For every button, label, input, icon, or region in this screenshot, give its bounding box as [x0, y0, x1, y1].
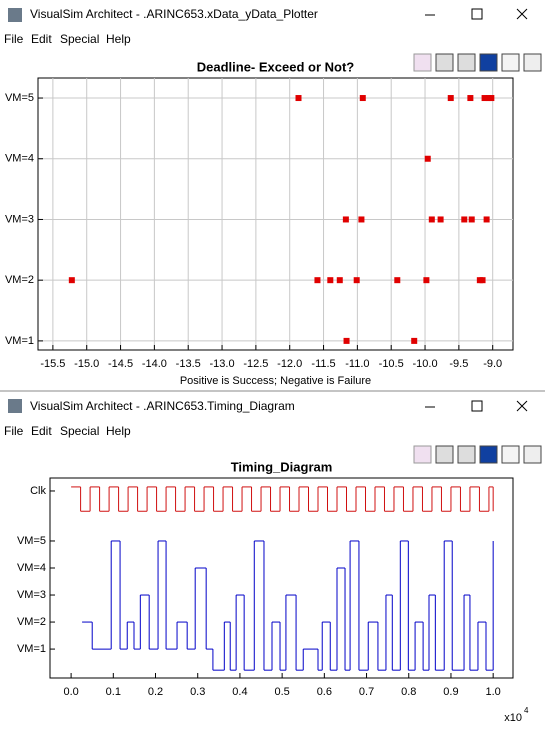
- x-tick-label: -10.5: [379, 358, 404, 370]
- y-tick-label: VM=3: [17, 589, 46, 601]
- chart-title: Deadline- Exceed or Not?: [197, 59, 355, 74]
- point: [424, 155, 431, 162]
- x-axis-label: Positive is Success; Negative is Failure: [180, 375, 371, 387]
- x-tick-label: -15.0: [74, 358, 99, 370]
- point: [327, 277, 334, 284]
- x-tick-label: 0.1: [106, 686, 121, 698]
- point: [479, 277, 486, 284]
- menu-item[interactable]: Edit: [31, 32, 52, 46]
- y-tick-label: Clk: [30, 485, 46, 497]
- app-icon: [8, 399, 22, 413]
- x-tick-label: 0.9: [443, 686, 458, 698]
- x-tick-label: 0.4: [232, 686, 247, 698]
- x-tick-label: 0.8: [401, 686, 416, 698]
- point: [314, 277, 321, 284]
- close-button[interactable]: [516, 400, 528, 412]
- point: [394, 277, 401, 284]
- toolbar-button[interactable]: [435, 445, 454, 464]
- x-tick-label: -13.0: [210, 358, 235, 370]
- x-tick-label: -14.0: [142, 358, 167, 370]
- x-tick-label: -9.5: [449, 358, 468, 370]
- y-tick-label: VM=1: [17, 643, 46, 655]
- window-title: VisualSim Architect - .ARINC653.xData_yD…: [30, 7, 318, 21]
- point: [467, 95, 474, 102]
- toolbar: [413, 53, 542, 72]
- y-tick-label: VM=3: [5, 213, 34, 225]
- chart-title: Timing_Diagram: [231, 459, 333, 474]
- point: [353, 277, 360, 284]
- maximize-button[interactable]: [471, 400, 483, 412]
- toolbar-button[interactable]: [413, 53, 432, 72]
- x-tick-label: -14.5: [108, 358, 133, 370]
- toolbar-button[interactable]: [457, 53, 476, 72]
- y-tick-label: VM=4: [5, 153, 34, 165]
- point: [359, 95, 366, 102]
- x-tick-label: 0.0: [63, 686, 78, 698]
- toolbar-button[interactable]: [435, 53, 454, 72]
- x-multiplier-exponent: 4: [524, 706, 529, 715]
- point: [68, 277, 75, 284]
- app-icon: [8, 8, 22, 22]
- y-tick-label: VM=1: [5, 335, 34, 347]
- point: [483, 216, 490, 223]
- toolbar-button[interactable]: [413, 445, 432, 464]
- point: [468, 216, 475, 223]
- y-tick-label: VM=4: [17, 562, 46, 574]
- point: [411, 337, 418, 344]
- toolbar-button[interactable]: [523, 53, 542, 72]
- menu-item[interactable]: File: [4, 32, 24, 46]
- point: [358, 216, 365, 223]
- plot-area: [37, 77, 514, 351]
- x-tick-label: -13.5: [176, 358, 201, 370]
- point: [447, 95, 454, 102]
- toolbar-button[interactable]: [479, 445, 498, 464]
- x-tick-label: 1.0: [486, 686, 501, 698]
- x-tick-label: -12.5: [243, 358, 268, 370]
- x-multiplier: x10: [504, 712, 522, 724]
- point: [428, 216, 435, 223]
- point: [343, 337, 350, 344]
- x-tick-label: -11.5: [311, 358, 335, 370]
- toolbar-button[interactable]: [457, 445, 476, 464]
- point: [461, 216, 468, 223]
- x-tick-label: -10.0: [412, 358, 437, 370]
- point: [295, 95, 302, 102]
- x-tick-label: 0.6: [317, 686, 332, 698]
- x-tick-label: -11.0: [345, 358, 369, 370]
- toolbar-button[interactable]: [501, 53, 520, 72]
- point: [342, 216, 349, 223]
- point: [423, 277, 430, 284]
- x-tick-label: 0.3: [190, 686, 205, 698]
- toolbar-button[interactable]: [479, 53, 498, 72]
- plot-area: [49, 477, 514, 679]
- window-title: VisualSim Architect - .ARINC653.Timing_D…: [30, 399, 295, 413]
- x-tick-label: 0.2: [148, 686, 163, 698]
- close-button[interactable]: [516, 8, 528, 20]
- x-tick-label: -9.0: [483, 358, 502, 370]
- menu-item[interactable]: Special: [60, 424, 99, 438]
- menu-item[interactable]: Help: [106, 32, 131, 46]
- x-tick-label: -12.0: [277, 358, 302, 370]
- menu-item[interactable]: Help: [106, 424, 131, 438]
- point: [488, 95, 495, 102]
- y-tick-label: VM=5: [5, 92, 34, 104]
- menu-item[interactable]: File: [4, 424, 24, 438]
- y-tick-label: VM=5: [17, 535, 46, 547]
- y-tick-label: VM=2: [17, 616, 46, 628]
- menu-item[interactable]: Edit: [31, 424, 52, 438]
- toolbar-button[interactable]: [523, 445, 542, 464]
- x-tick-label: -15.5: [40, 358, 65, 370]
- toolbar-button[interactable]: [501, 445, 520, 464]
- point: [437, 216, 444, 223]
- y-tick-label: VM=2: [5, 274, 34, 286]
- x-tick-label: 0.7: [359, 686, 374, 698]
- x-tick-label: 0.5: [274, 686, 289, 698]
- point: [481, 95, 488, 102]
- menu-item[interactable]: Special: [60, 32, 99, 46]
- point: [336, 277, 343, 284]
- toolbar: [413, 445, 542, 464]
- maximize-button[interactable]: [471, 8, 483, 20]
